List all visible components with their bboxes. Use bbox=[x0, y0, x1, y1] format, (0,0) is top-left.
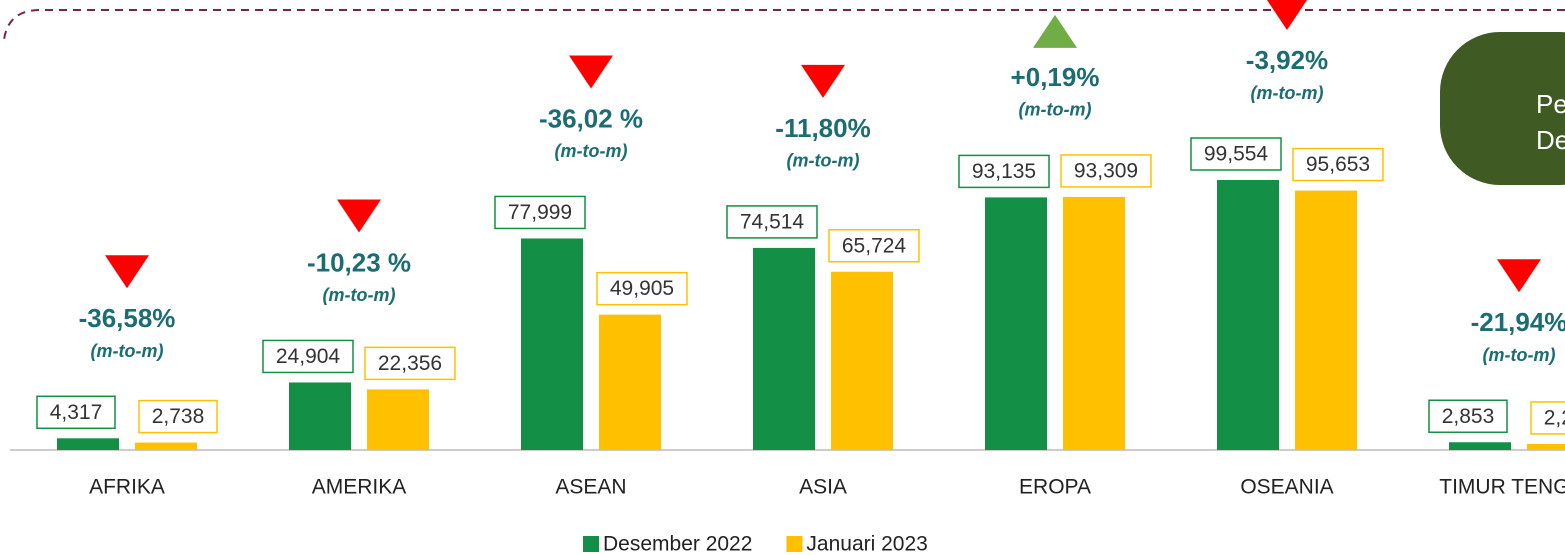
callout-text: De bbox=[1536, 125, 1565, 155]
bar bbox=[1063, 196, 1125, 450]
legend-swatch bbox=[583, 536, 599, 552]
change-note: (m-to-m) bbox=[1251, 83, 1324, 103]
change-note: (m-to-m) bbox=[91, 341, 164, 361]
x-tick-label: ASIA bbox=[799, 476, 847, 499]
change-arrow bbox=[801, 64, 845, 98]
value-label-box bbox=[36, 395, 116, 430]
x-tick-label: AMERIKA bbox=[312, 476, 407, 499]
change-label: +0,19% bbox=[1011, 62, 1100, 92]
x-tick-label: TIMUR TENGAH bbox=[1439, 476, 1565, 499]
frame bbox=[3, 9, 1565, 41]
change-label: -10,23 % bbox=[307, 247, 411, 277]
value-label-box bbox=[1530, 401, 1565, 435]
change-arrow bbox=[1267, 0, 1307, 30]
callout-text: Pe bbox=[1536, 89, 1565, 119]
value-label-box bbox=[138, 399, 218, 434]
value-label: 99,554 bbox=[1204, 143, 1269, 166]
bar bbox=[289, 382, 351, 450]
change-arrow bbox=[105, 255, 149, 289]
bar bbox=[135, 442, 197, 450]
value-label: 24,904 bbox=[276, 345, 341, 368]
change-note: (m-to-m) bbox=[1019, 100, 1092, 120]
change-note: (m-to-m) bbox=[1483, 345, 1556, 365]
value-label-box bbox=[958, 154, 1050, 189]
change-label: -21,94% bbox=[1471, 307, 1565, 337]
bar bbox=[1527, 443, 1565, 450]
value-label: 49,905 bbox=[610, 277, 674, 300]
bar bbox=[521, 238, 583, 450]
x-tick-label: AFRIKA bbox=[89, 476, 165, 499]
bar bbox=[831, 271, 893, 450]
value-label-box bbox=[1292, 147, 1384, 182]
value-label: 93,135 bbox=[972, 160, 1036, 183]
change-label: -3,92% bbox=[1246, 45, 1328, 75]
value-label: 74,514 bbox=[740, 210, 805, 233]
bar bbox=[367, 389, 429, 450]
value-label: 2,853 bbox=[1442, 405, 1495, 428]
change-arrow bbox=[569, 55, 613, 89]
change-label: -36,58% bbox=[79, 303, 176, 333]
value-label-box bbox=[1060, 154, 1152, 188]
bar bbox=[57, 438, 119, 450]
value-label-box bbox=[364, 346, 456, 381]
value-label: 2,227 bbox=[1544, 407, 1565, 430]
bar bbox=[1295, 190, 1357, 450]
change-note: (m-to-m) bbox=[323, 285, 396, 305]
x-tick-label: OSEANIA bbox=[1240, 476, 1333, 499]
change-label: -11,80% bbox=[775, 113, 870, 143]
bar bbox=[753, 247, 815, 450]
value-label: 95,653 bbox=[1306, 153, 1370, 176]
change-label: -36,02 % bbox=[539, 103, 643, 133]
bar bbox=[1217, 180, 1279, 450]
value-label-box bbox=[262, 339, 354, 374]
legend-label: Desember 2022 bbox=[603, 533, 752, 555]
change-note: (m-to-m) bbox=[787, 151, 860, 171]
callout-box bbox=[1440, 32, 1565, 185]
x-tick-label: EROPA bbox=[1019, 476, 1091, 499]
value-label-box bbox=[1428, 399, 1508, 434]
change-arrow bbox=[1033, 14, 1077, 48]
value-label-box bbox=[1190, 137, 1282, 171]
change-arrow bbox=[337, 199, 381, 233]
legend-swatch bbox=[786, 536, 803, 552]
value-label-box bbox=[828, 229, 920, 263]
value-label: 65,724 bbox=[842, 234, 907, 257]
change-note: (m-to-m) bbox=[555, 141, 628, 161]
x-tick-label: ASEAN bbox=[555, 476, 626, 499]
value-label: 22,356 bbox=[378, 352, 442, 375]
bar bbox=[1449, 442, 1511, 450]
value-label: 4,317 bbox=[50, 401, 103, 424]
bar bbox=[985, 197, 1047, 450]
value-label-box bbox=[726, 205, 818, 239]
change-arrow bbox=[1497, 259, 1541, 293]
bar bbox=[599, 314, 661, 450]
value-label-box bbox=[596, 271, 688, 306]
value-label: 93,309 bbox=[1074, 159, 1138, 182]
value-label-box bbox=[494, 195, 586, 230]
value-label: 77,999 bbox=[508, 201, 572, 224]
value-label: 2,738 bbox=[152, 405, 205, 428]
legend-label: Januari 2023 bbox=[806, 533, 927, 555]
